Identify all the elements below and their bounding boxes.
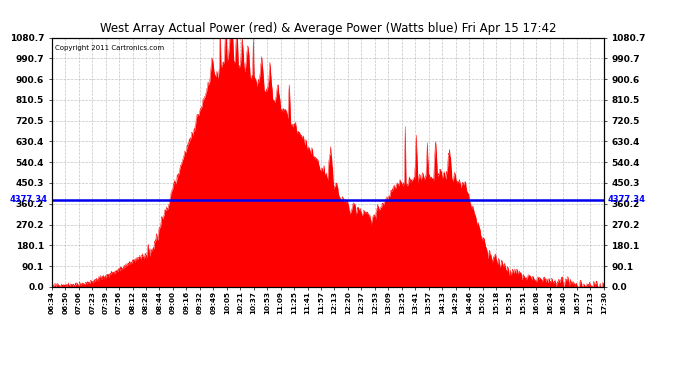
Text: Copyright 2011 Cartronics.com: Copyright 2011 Cartronics.com bbox=[55, 45, 164, 51]
Text: 4377.34: 4377.34 bbox=[10, 195, 48, 204]
Title: West Array Actual Power (red) & Average Power (Watts blue) Fri Apr 15 17:42: West Array Actual Power (red) & Average … bbox=[99, 22, 556, 35]
Text: 4377.34: 4377.34 bbox=[608, 195, 646, 204]
